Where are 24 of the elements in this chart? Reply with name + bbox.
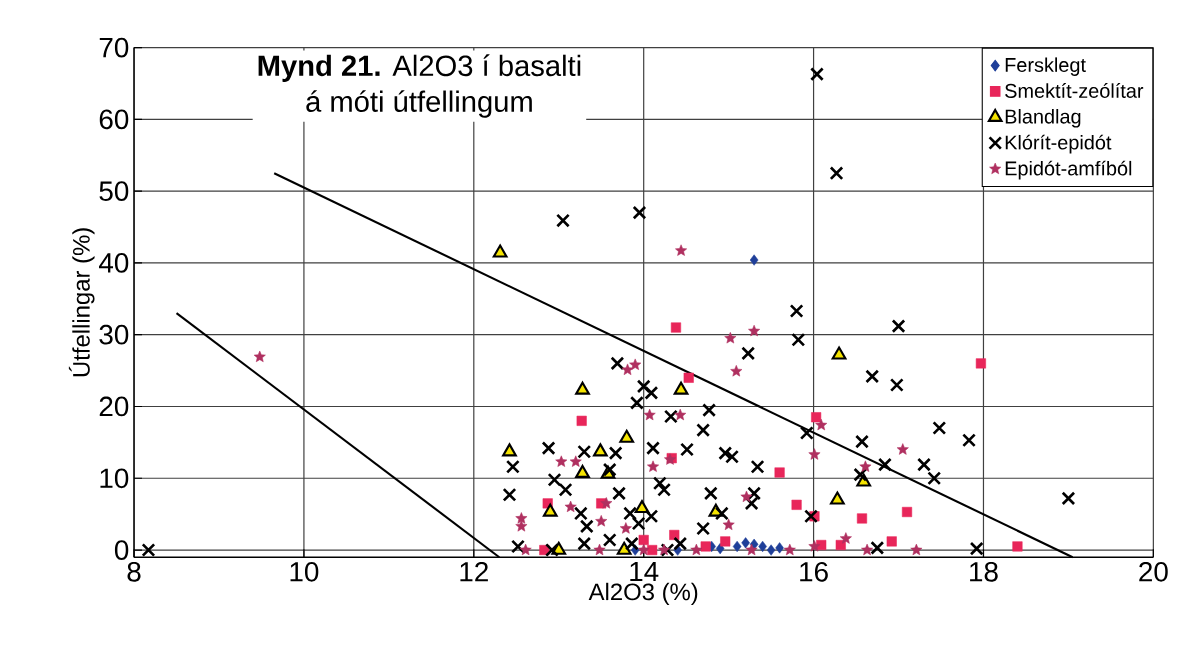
y-tick-label: 0 — [114, 540, 129, 560]
x-tick-label: 12 — [460, 561, 488, 582]
x-tick-label: 18 — [970, 561, 998, 582]
x-tick-label: 10 — [290, 561, 319, 582]
y-tick-label: 10 — [100, 468, 129, 489]
x-axis-title: Al2O3 (%) — [588, 582, 698, 606]
x-tick-label: 14 — [630, 561, 659, 582]
y-tick-label: 20 — [99, 396, 129, 417]
x-tick-label: 16 — [800, 561, 828, 582]
x-tick-label: 20 — [1139, 561, 1168, 582]
x-tick-label: 8 — [127, 561, 141, 582]
legend-label: Epidót-amfíból — [1005, 160, 1132, 180]
text: á móti útfellingum — [306, 90, 532, 118]
legend-label: Blandlag — [1005, 109, 1081, 128]
y-tick-label: 30 — [99, 324, 129, 345]
y-tick-label: 70 — [99, 37, 129, 58]
y-axis-title: Útfellingar (%) — [68, 228, 95, 377]
legend-label: Klórít-epidót — [1005, 134, 1112, 154]
y-tick-label: 40 — [99, 253, 129, 273]
y-tick-label: 60 — [99, 109, 129, 130]
chart-title: Mynd 21. Al2O3 í basalti — [258, 54, 581, 82]
legend-label: Fersklegt — [1005, 57, 1086, 76]
legend-label: Smektít-zeólítar — [1005, 83, 1144, 98]
y-tick-label: 50 — [99, 181, 129, 202]
